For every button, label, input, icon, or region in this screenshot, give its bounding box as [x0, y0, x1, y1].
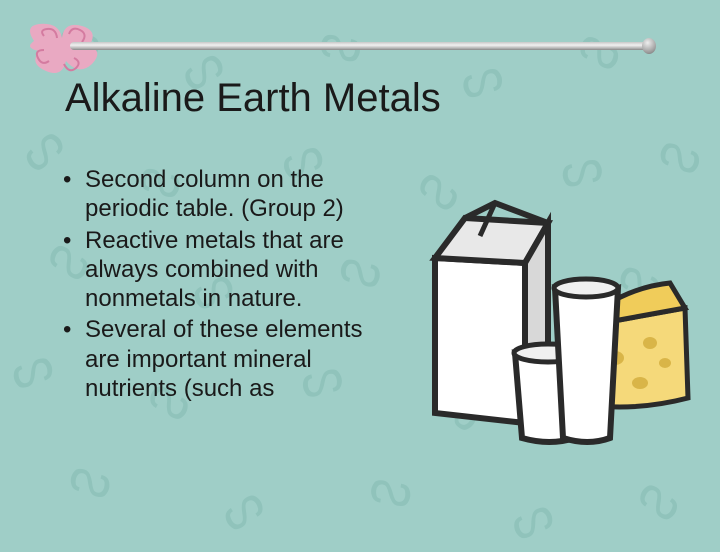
dairy-illustration-icon: [400, 188, 700, 468]
bullet-list: Second column on the periodic table. (Gr…: [55, 165, 385, 403]
bullet-item: Second column on the periodic table. (Gr…: [55, 165, 385, 224]
slide-title: Alkaline Earth Metals: [65, 76, 441, 121]
bullet-content: Second column on the periodic table. (Gr…: [55, 165, 385, 405]
decorative-tube: [70, 42, 650, 50]
bullet-item: Several of these elements are important …: [55, 315, 385, 403]
bullet-item: Reactive metals that are always combined…: [55, 226, 385, 314]
decorative-tube-end: [642, 38, 656, 54]
